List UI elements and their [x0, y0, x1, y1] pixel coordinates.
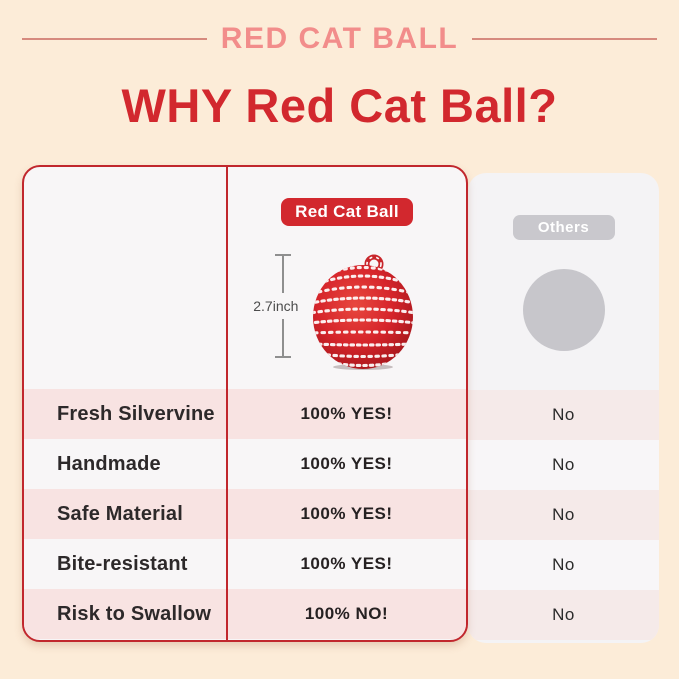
brand-name: RED CAT BALL — [220, 22, 459, 55]
size-label: 2.7inch — [250, 293, 302, 319]
feature-label: Bite-resistant — [57, 552, 188, 575]
kicker-line-right — [472, 38, 658, 40]
others-row: No — [468, 490, 659, 540]
product-badge: Red Cat Ball — [281, 198, 413, 226]
comparison-row: Safe Material 100% YES! — [24, 489, 466, 539]
product-value: 100% YES! — [300, 454, 393, 473]
others-row: No — [468, 540, 659, 590]
others-row: No — [468, 440, 659, 490]
feature-label: Fresh Silvervine — [57, 402, 215, 425]
measure-cap-bottom — [275, 356, 291, 358]
others-row: No — [468, 590, 659, 640]
kicker-line-left — [22, 38, 207, 40]
comparison-row: Risk to Swallow 100% NO! — [24, 589, 466, 639]
product-value: 100% YES! — [300, 504, 393, 523]
product-comparison-card: Red Cat Ball 2.7inch — [22, 165, 468, 642]
feature-label: Risk to Swallow — [57, 602, 212, 625]
others-row: No — [468, 390, 659, 440]
column-divider — [226, 167, 228, 640]
product-value: 100% YES! — [300, 554, 393, 573]
others-column: Others No No No No No — [468, 173, 659, 643]
product-photo-crochet-ball — [313, 254, 413, 370]
product-column-header: Red Cat Ball 2.7inch — [24, 167, 466, 389]
comparison-row: Fresh Silvervine 100% YES! — [24, 389, 466, 439]
comparison-row: Handmade 100% YES! — [24, 439, 466, 489]
feature-label: Handmade — [57, 452, 161, 475]
size-measurement: 2.7inch — [250, 254, 302, 358]
page-title: WHY Red Cat Ball? — [121, 79, 558, 132]
generic-ball-placeholder — [522, 269, 605, 351]
product-value: 100% NO! — [304, 604, 389, 623]
product-value: 100% YES! — [300, 404, 393, 423]
comparison-row: Bite-resistant 100% YES! — [24, 539, 466, 589]
measure-cap-top — [275, 254, 291, 256]
others-column-header: Others — [468, 173, 659, 390]
brand-kicker: RED CAT BALL — [0, 22, 679, 56]
feature-label: Safe Material — [57, 502, 183, 525]
others-badge: Others — [512, 215, 615, 240]
